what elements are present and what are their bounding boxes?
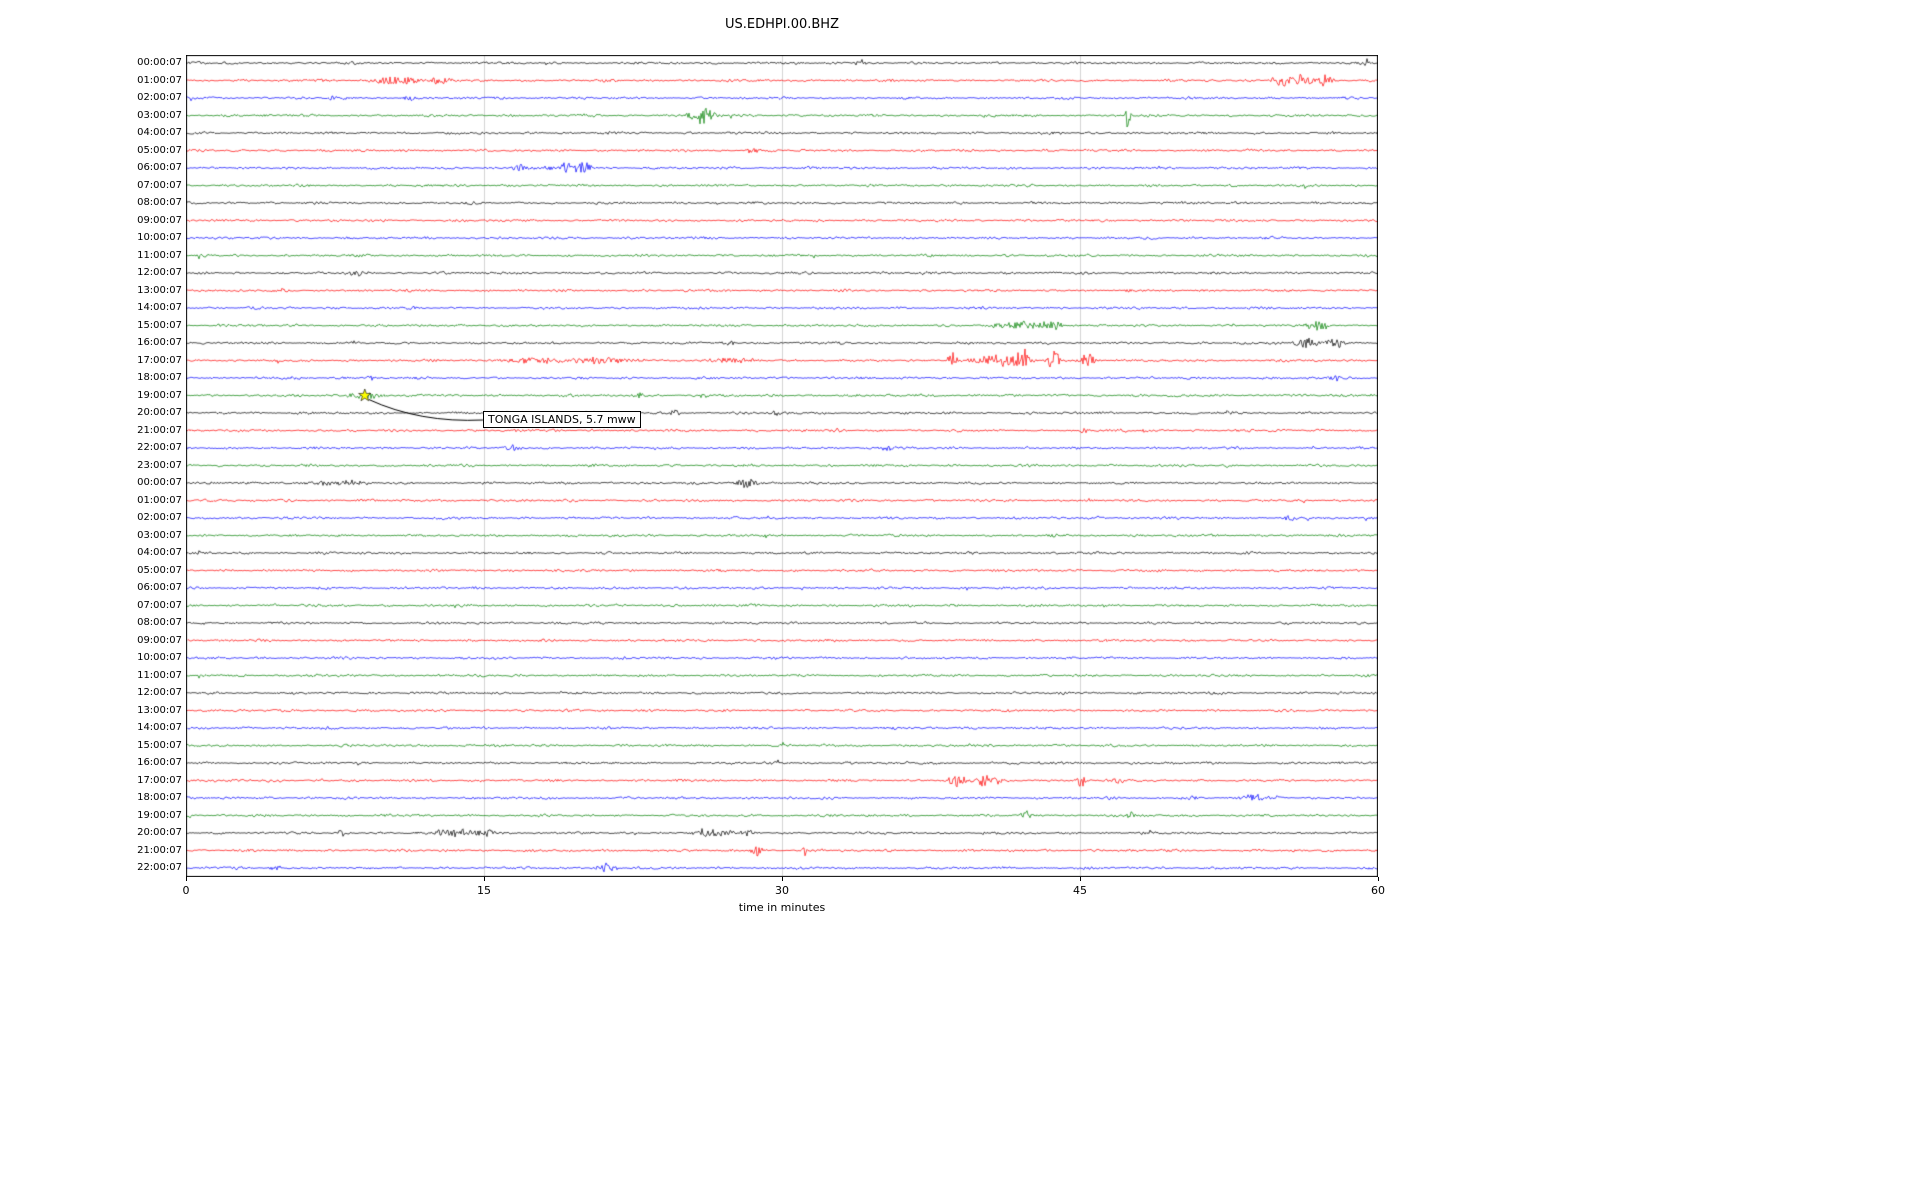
trace-label: 08:00:07 xyxy=(137,197,182,208)
trace-label: 18:00:07 xyxy=(137,792,182,803)
trace-label: 10:00:07 xyxy=(137,232,182,243)
trace-label: 03:00:07 xyxy=(137,109,182,121)
trace-label: 21:00:07 xyxy=(137,424,182,436)
trace-label: 09:00:07 xyxy=(137,214,182,226)
trace-label: 03:00:07 xyxy=(137,529,182,541)
helicorder-canvas xyxy=(186,55,1378,877)
trace-label: 05:00:07 xyxy=(137,144,182,156)
trace-label: 18:00:07 xyxy=(137,372,182,383)
x-tick-mark xyxy=(186,877,187,881)
trace-label: 09:00:07 xyxy=(137,634,182,646)
x-tick-mark xyxy=(484,877,485,881)
x-tick-label: 45 xyxy=(1073,884,1087,897)
trace-label: 22:00:07 xyxy=(137,862,182,873)
trace-label: 15:00:07 xyxy=(137,319,182,331)
trace-label: 23:00:07 xyxy=(137,459,182,471)
trace-label: 06:00:07 xyxy=(137,582,182,593)
trace-label: 20:00:07 xyxy=(137,827,182,838)
event-annotation: TONGA ISLANDS, 5.7 mww xyxy=(483,411,641,428)
trace-label: 07:00:07 xyxy=(137,599,182,611)
trace-label: 07:00:07 xyxy=(137,179,182,191)
chart-title: US.EDHPI.00.BHZ xyxy=(725,17,839,32)
x-tick-mark xyxy=(1378,877,1379,881)
x-tick-mark xyxy=(782,877,783,881)
trace-label: 01:00:07 xyxy=(137,494,182,506)
x-tick-mark xyxy=(1080,877,1081,881)
trace-label: 15:00:07 xyxy=(137,739,182,751)
trace-label: 05:00:07 xyxy=(137,564,182,576)
trace-label: 02:00:07 xyxy=(137,92,182,103)
trace-label: 19:00:07 xyxy=(137,809,182,821)
x-tick-label: 15 xyxy=(477,884,491,897)
trace-label: 13:00:07 xyxy=(137,704,182,716)
x-axis-label: time in minutes xyxy=(738,901,826,914)
trace-label: 19:00:07 xyxy=(137,389,182,401)
trace-label: 16:00:07 xyxy=(137,337,182,348)
trace-label: 17:00:07 xyxy=(137,774,182,786)
trace-label: 00:00:07 xyxy=(137,57,182,68)
trace-label: 17:00:07 xyxy=(137,354,182,366)
trace-label: 22:00:07 xyxy=(137,442,182,453)
trace-label: 11:00:07 xyxy=(137,669,182,681)
x-tick-label: 30 xyxy=(775,884,789,897)
trace-label: 16:00:07 xyxy=(137,757,182,768)
trace-label: 01:00:07 xyxy=(137,74,182,86)
trace-label: 13:00:07 xyxy=(137,284,182,296)
trace-label: 12:00:07 xyxy=(137,267,182,278)
trace-label: 02:00:07 xyxy=(137,512,182,523)
trace-label: 00:00:07 xyxy=(137,477,182,488)
x-tick-label: 60 xyxy=(1371,884,1385,897)
trace-label: 12:00:07 xyxy=(137,687,182,698)
trace-label: 04:00:07 xyxy=(137,127,182,138)
trace-label: 20:00:07 xyxy=(137,407,182,418)
x-tick-label: 0 xyxy=(182,884,190,897)
trace-label: 14:00:07 xyxy=(137,302,182,313)
trace-label: 21:00:07 xyxy=(137,844,182,856)
trace-label: 04:00:07 xyxy=(137,547,182,558)
trace-label: 10:00:07 xyxy=(137,652,182,663)
trace-label: 08:00:07 xyxy=(137,617,182,628)
trace-label: 14:00:07 xyxy=(137,722,182,733)
trace-label: 06:00:07 xyxy=(137,162,182,173)
trace-label: 11:00:07 xyxy=(137,249,182,261)
